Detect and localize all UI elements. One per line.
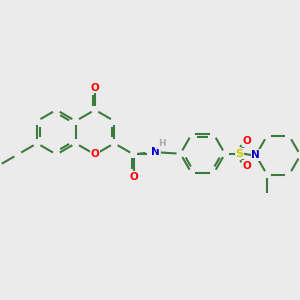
Text: O: O [242, 161, 251, 171]
Text: S: S [236, 149, 244, 159]
Text: H: H [158, 140, 166, 148]
Text: O: O [242, 136, 251, 146]
Text: O: O [91, 82, 99, 93]
Text: N: N [251, 150, 260, 160]
Text: O: O [91, 149, 99, 160]
Text: N: N [151, 147, 160, 157]
Text: O: O [129, 172, 138, 182]
Text: H: H [152, 149, 160, 160]
